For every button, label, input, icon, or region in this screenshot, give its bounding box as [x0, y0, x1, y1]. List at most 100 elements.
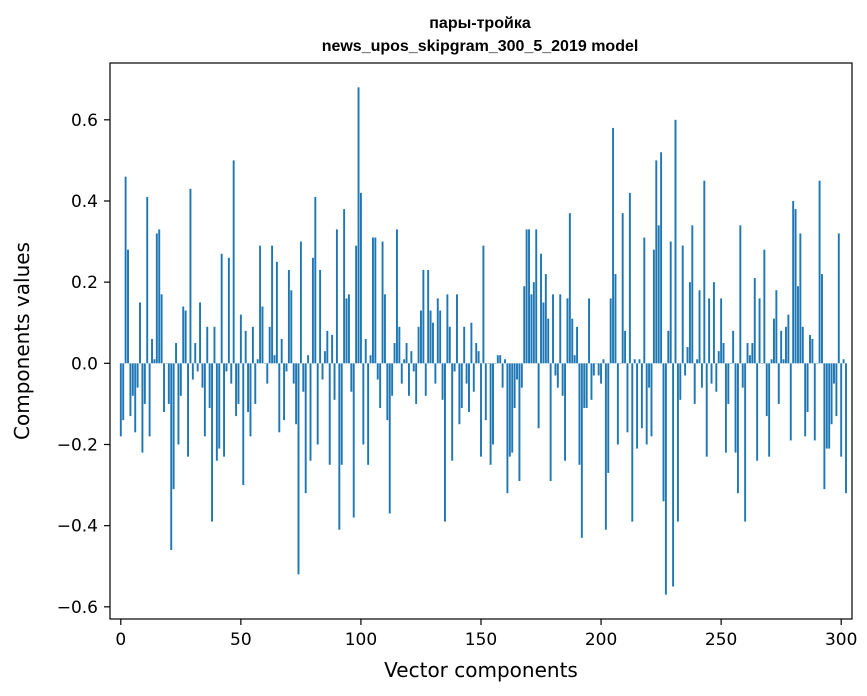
bar: [247, 363, 250, 413]
bar: [302, 363, 305, 392]
bar: [376, 363, 379, 380]
bar: [134, 363, 137, 433]
bar: [571, 318, 574, 364]
bar: [777, 363, 780, 404]
bar: [424, 363, 427, 396]
bar: [528, 229, 530, 364]
bar: [472, 363, 475, 392]
bar: [549, 363, 552, 482]
bar: [578, 363, 581, 465]
bar: [203, 363, 206, 437]
bar: [280, 338, 283, 364]
bar: [763, 249, 766, 364]
bar: [237, 363, 240, 404]
bar: [468, 363, 470, 413]
bar: [600, 363, 603, 384]
bar: [573, 355, 576, 364]
bar: [537, 363, 540, 429]
bar: [657, 225, 660, 364]
bar: [489, 363, 492, 465]
bar: [655, 160, 658, 364]
bar: [765, 363, 768, 417]
bar: [693, 363, 696, 404]
y-axis-label: Components values: [10, 242, 34, 440]
x-tick-label: 0: [115, 630, 126, 650]
bar: [840, 363, 843, 457]
bar: [640, 363, 643, 429]
bar: [715, 363, 718, 392]
bar: [285, 363, 288, 372]
bar: [604, 363, 607, 530]
bar: [662, 363, 665, 502]
bar: [799, 233, 802, 364]
bar: [580, 363, 583, 538]
bar: [612, 127, 615, 364]
bar: [499, 355, 502, 364]
bar: [470, 322, 473, 364]
bar: [163, 363, 165, 413]
y-tick-label: −0.2: [57, 435, 98, 455]
bar: [463, 326, 466, 364]
bar: [208, 363, 211, 408]
bar: [218, 363, 221, 449]
bar: [540, 253, 542, 364]
bar: [496, 355, 499, 364]
bar: [388, 363, 391, 514]
bar: [727, 363, 730, 404]
bar: [835, 363, 838, 417]
bar: [201, 363, 204, 388]
bar: [609, 298, 612, 364]
bar: [319, 269, 322, 364]
bar: [821, 274, 823, 364]
bar: [292, 363, 295, 384]
bar: [516, 363, 518, 380]
bar: [636, 363, 639, 449]
bar: [520, 363, 523, 388]
bar: [362, 363, 365, 445]
bar: [624, 330, 627, 364]
bar: [153, 359, 156, 364]
bar: [177, 363, 180, 445]
bar: [446, 294, 449, 364]
x-tick-label: 300: [825, 630, 857, 650]
bar: [444, 363, 446, 522]
bar: [191, 363, 194, 380]
bar: [338, 363, 341, 530]
bar: [508, 363, 511, 457]
bar: [501, 363, 504, 388]
bar: [684, 363, 687, 376]
y-tick-label: −0.6: [57, 598, 98, 618]
bar: [251, 326, 254, 364]
bar: [753, 278, 756, 364]
y-axis-ticks: −0.6 −0.4 −0.2 0.0 0.2 0.4 0.6: [57, 111, 110, 618]
bar: [588, 298, 591, 364]
bar: [717, 351, 720, 364]
bar: [559, 294, 562, 364]
bar: [708, 298, 711, 364]
bar: [439, 310, 442, 364]
bar: [139, 302, 141, 364]
bar: [583, 363, 586, 408]
bar: [417, 326, 420, 364]
bar: [792, 200, 795, 364]
bar: [259, 245, 262, 364]
bar: [184, 310, 187, 364]
bar: [340, 363, 343, 465]
bar: [643, 237, 646, 364]
bar: [585, 363, 588, 408]
bar: [456, 294, 458, 364]
bar: [386, 363, 389, 421]
bar: [160, 294, 163, 364]
bar: [249, 363, 252, 437]
bar: [321, 363, 324, 380]
bar: [554, 363, 557, 376]
bar: [734, 363, 737, 453]
bar: [335, 229, 338, 364]
bar: [845, 363, 847, 494]
bar: [287, 269, 290, 364]
bar: [254, 363, 257, 404]
bar: [556, 363, 559, 388]
bar: [151, 338, 153, 364]
bar: [484, 363, 487, 421]
bar: [592, 363, 595, 376]
